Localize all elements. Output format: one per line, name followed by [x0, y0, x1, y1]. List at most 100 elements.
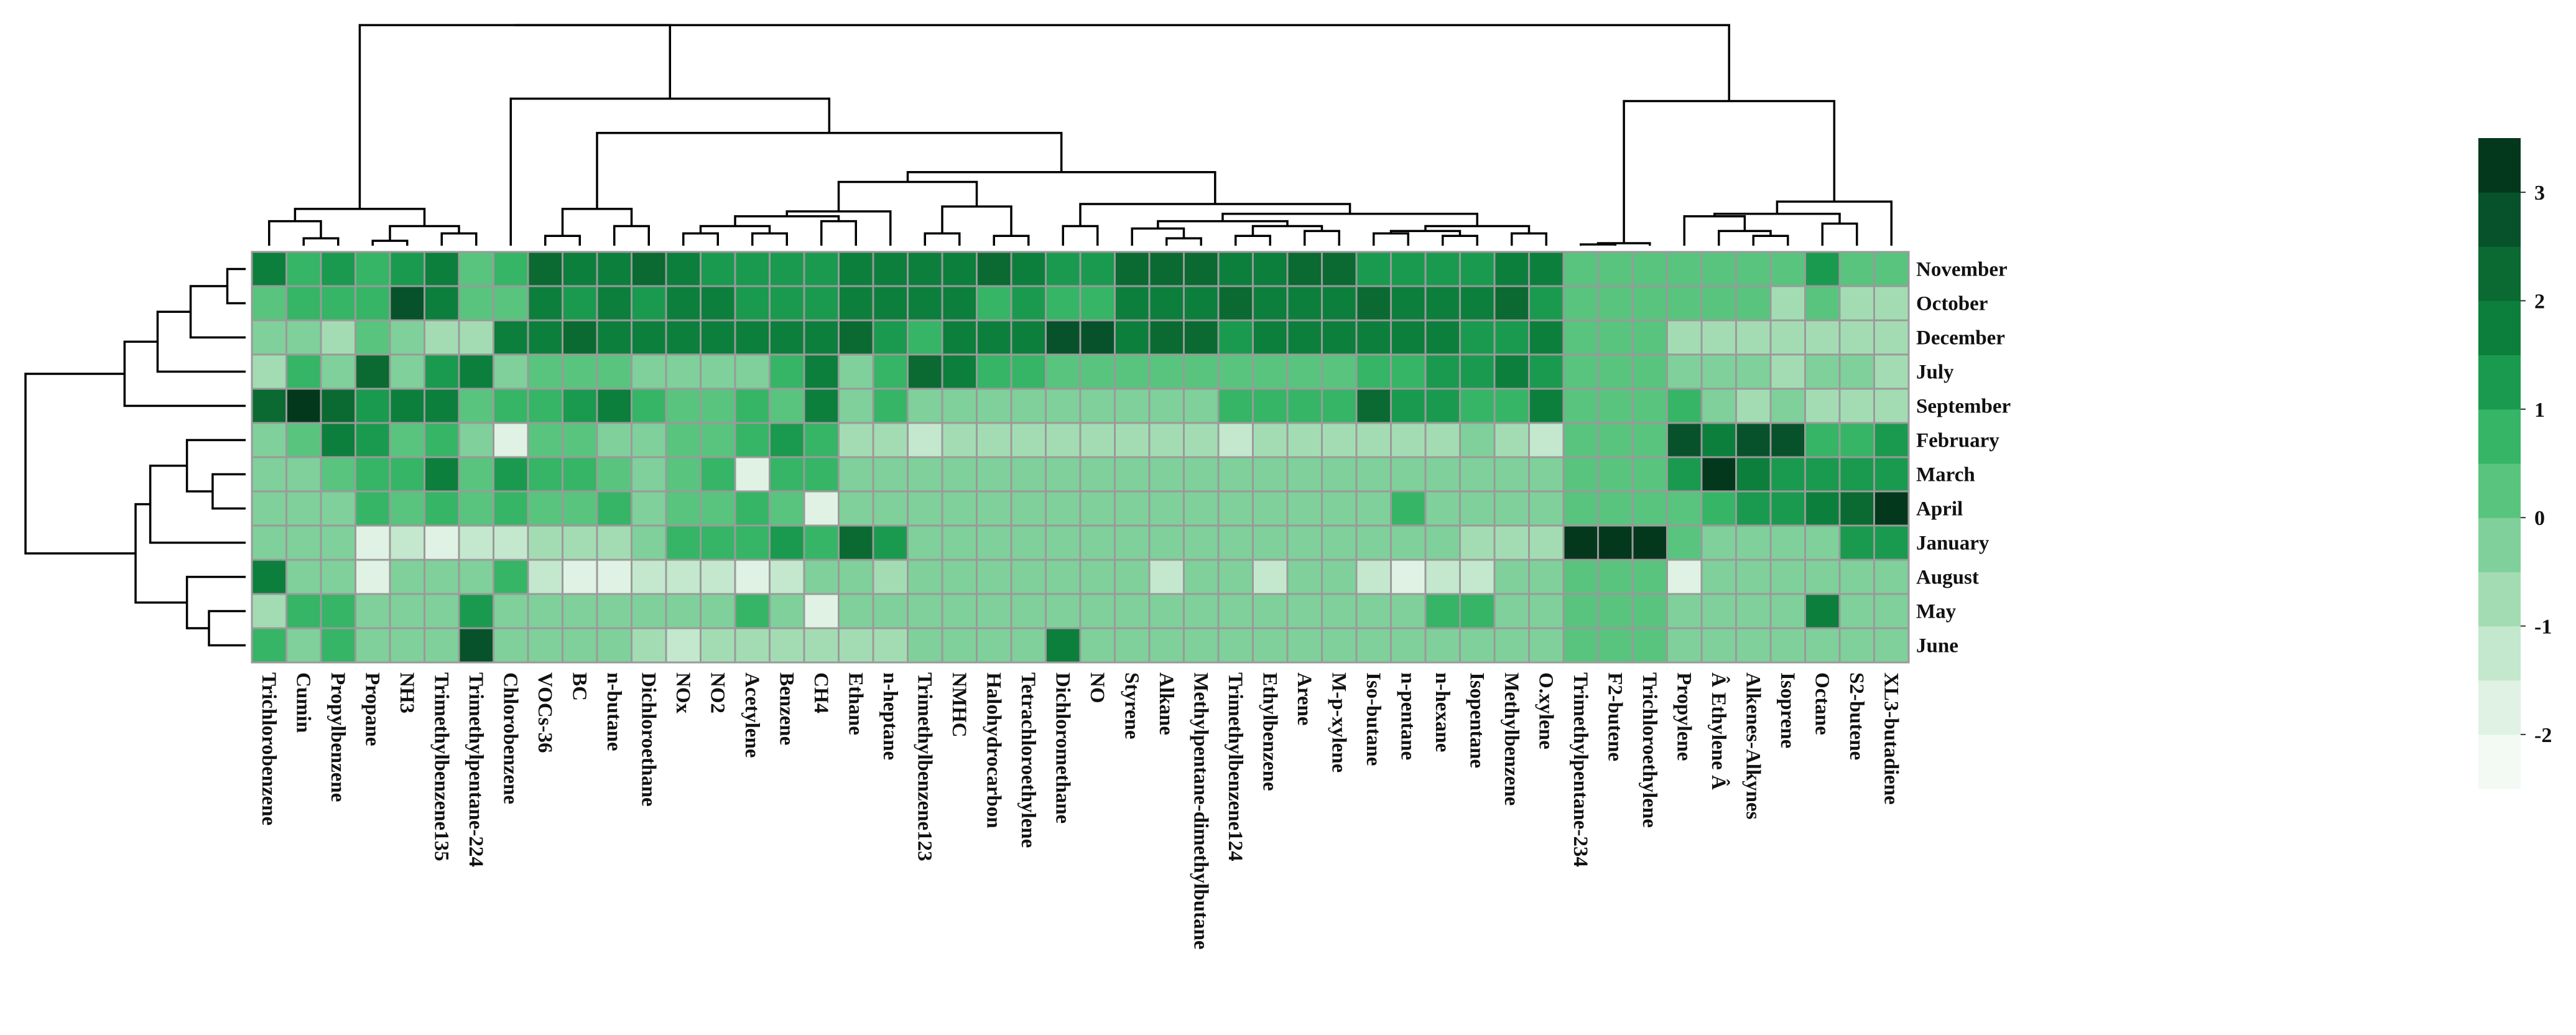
- heatmap-cell: [285, 422, 322, 458]
- heatmap-cell: [1838, 251, 1875, 287]
- heatmap-cell: [596, 388, 632, 424]
- heatmap-cell: [1217, 490, 1254, 527]
- heatmap-cell: [1390, 627, 1427, 664]
- column-label: Tetrachloroethylene: [1017, 672, 1039, 848]
- heatmap-cell: [907, 559, 943, 595]
- column-label: XL3-butadiene: [1879, 672, 1902, 805]
- heatmap-cell: [631, 353, 667, 390]
- heatmap-cell: [803, 285, 840, 322]
- heatmap-cell: [1424, 456, 1461, 493]
- heatmap-cell: [562, 285, 598, 322]
- legend-swatch: [2478, 355, 2521, 410]
- heatmap-cell: [1010, 251, 1047, 287]
- heatmap-cell: [1769, 251, 1806, 287]
- heatmap-cell: [1355, 627, 1392, 664]
- heatmap-cell: [1114, 593, 1151, 629]
- dendrogram-branch: [294, 208, 426, 226]
- heatmap-cell: [562, 388, 598, 424]
- dendrogram-branch: [1623, 100, 1836, 244]
- heatmap-cell: [1424, 490, 1461, 527]
- heatmap-cell: [769, 388, 805, 424]
- heatmap-cell: [1493, 627, 1530, 664]
- heatmap-cell: [1597, 388, 1634, 424]
- heatmap-cell: [1217, 593, 1254, 629]
- heatmap-cell: [976, 285, 1012, 322]
- heatmap-cell: [458, 627, 494, 664]
- heatmap-cell: [1148, 388, 1185, 424]
- heatmap-cell: [1424, 251, 1461, 287]
- heatmap-cell: [1148, 490, 1185, 527]
- heatmap-cell: [907, 319, 943, 356]
- heatmap-cell: [941, 319, 978, 356]
- heatmap-cell: [1355, 353, 1392, 390]
- heatmap-cell: [1700, 627, 1737, 664]
- heatmap-cell: [1528, 593, 1565, 629]
- heatmap-cell: [1838, 524, 1875, 561]
- heatmap-cell: [1528, 388, 1565, 424]
- column-label: Trimethylbenzene124: [1224, 672, 1246, 861]
- heatmap-cell: [941, 559, 978, 595]
- heatmap-cell: [1390, 456, 1427, 493]
- heatmap-cell: [734, 422, 771, 458]
- heatmap-cell: [389, 490, 425, 527]
- heatmap-cell: [1079, 422, 1116, 458]
- heatmap-cell: [1355, 285, 1392, 322]
- heatmap-cell: [1010, 422, 1047, 458]
- heatmap-cell: [700, 353, 736, 390]
- heatmap-cell: [1838, 422, 1875, 458]
- heatmap-cell: [1424, 422, 1461, 458]
- heatmap-cell: [734, 524, 771, 561]
- heatmap-cell: [1735, 319, 1772, 356]
- heatmap-cell: [1528, 524, 1565, 561]
- heatmap-cell: [1424, 559, 1461, 595]
- heatmap-cell: [665, 627, 702, 664]
- column-label: Styrene: [1120, 672, 1142, 740]
- column-label: Benzene: [775, 672, 797, 745]
- heatmap-cell: [1045, 627, 1082, 664]
- heatmap-cell: [1183, 422, 1220, 458]
- dendrogram-branch: [993, 234, 1030, 246]
- heatmap-cell: [1148, 559, 1185, 595]
- heatmap-cell: [1666, 251, 1703, 287]
- heatmap-cell: [1079, 627, 1116, 664]
- heatmap-cell: [1873, 422, 1910, 458]
- heatmap-cell: [389, 319, 425, 356]
- heatmap-cell: [562, 524, 598, 561]
- column-label: NOx: [672, 672, 694, 714]
- heatmap-cell: [493, 353, 529, 390]
- heatmap-cell: [1217, 559, 1254, 595]
- row-dendrogram: [24, 267, 246, 647]
- dendrogram-branch: [123, 340, 246, 407]
- heatmap-cell: [1631, 353, 1668, 390]
- legend-swatch: [2478, 518, 2521, 572]
- row-label: March: [1916, 464, 1975, 486]
- heatmap-cell: [424, 559, 460, 595]
- dendrogram-branch: [514, 24, 1730, 101]
- heatmap-cell: [1493, 319, 1530, 356]
- heatmap-cell: [976, 251, 1012, 287]
- heatmap-cell: [320, 251, 356, 287]
- heatmap-cell: [1769, 353, 1806, 390]
- heatmap-cell: [700, 593, 736, 629]
- heatmap-cell: [1562, 627, 1599, 664]
- heatmap-cell: [1838, 490, 1875, 527]
- heatmap-cell: [1355, 490, 1392, 527]
- heatmap-cell: [1390, 353, 1427, 390]
- heatmap-cell: [1631, 251, 1668, 287]
- heatmap-cell: [1045, 593, 1082, 629]
- dendrogram-branch: [1718, 230, 1772, 246]
- heatmap-cell: [1769, 456, 1806, 493]
- heatmap-cell: [838, 388, 874, 424]
- heatmap-cell: [458, 319, 494, 356]
- heatmap-cell: [1528, 559, 1565, 595]
- dendrogram-branch: [682, 232, 719, 246]
- row-label: June: [1916, 635, 1958, 657]
- heatmap-cell: [1873, 559, 1910, 595]
- heatmap-cell: [665, 285, 702, 322]
- heatmap-cell: [1804, 593, 1841, 629]
- heatmap-cell: [458, 524, 494, 561]
- heatmap-cell: [1666, 524, 1703, 561]
- heatmap-cell: [1666, 353, 1703, 390]
- legend-tick-label: -1: [2534, 616, 2552, 639]
- column-label: Methylbenzene: [1500, 672, 1522, 805]
